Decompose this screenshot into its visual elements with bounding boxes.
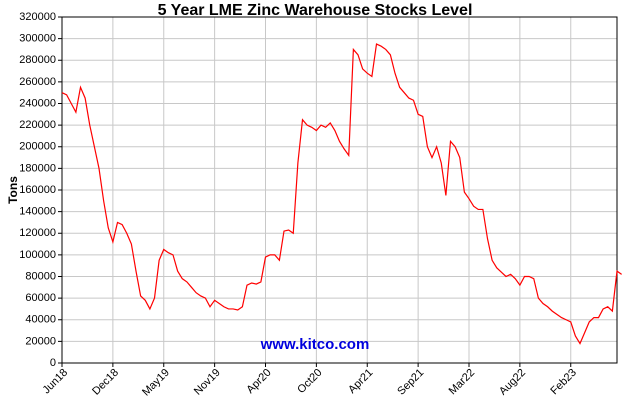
y-tick-label: 180000: [19, 162, 56, 174]
y-tick-label: 120000: [19, 227, 56, 239]
y-axis-label: Tons: [6, 176, 20, 204]
y-tick-label: 140000: [19, 206, 56, 218]
y-tick-label: 200000: [19, 141, 56, 153]
y-tick-label: 220000: [19, 119, 56, 131]
watermark: www.kitco.com: [260, 336, 370, 353]
y-tick-label: 320000: [19, 11, 56, 23]
y-tick-label: 0: [50, 357, 56, 369]
y-tick-label: 160000: [19, 184, 56, 196]
y-tick-label: 240000: [19, 97, 56, 109]
y-tick-label: 100000: [19, 249, 56, 261]
y-tick-label: 80000: [25, 270, 56, 282]
y-tick-label: 20000: [25, 335, 56, 347]
x-tick-label: Nov19: [192, 367, 223, 398]
plot-frame: [61, 16, 618, 364]
y-tick-label: 60000: [25, 292, 56, 304]
chart-title: 5 Year LME Zinc Warehouse Stocks Level: [158, 2, 473, 19]
x-tick-label: Apr21: [346, 367, 375, 396]
x-tick-label: Dec18: [90, 367, 121, 398]
x-tick-label: Feb23: [548, 367, 579, 398]
x-tick-label: Apr20: [244, 367, 273, 396]
y-tick-label: 40000: [25, 314, 56, 326]
y-tick-label: 280000: [19, 54, 56, 66]
x-tick-label: Mar22: [447, 367, 478, 398]
x-tick-label: Sep21: [395, 367, 426, 398]
y-tick-label: 300000: [19, 33, 56, 45]
data-line: [61, 43, 622, 345]
y-tick-label: 260000: [19, 76, 56, 88]
x-tick-label: Oct20: [295, 367, 324, 396]
x-tick-label: Jun18: [40, 367, 70, 397]
x-tick-label: Aug22: [497, 367, 528, 398]
x-tick-label: May19: [140, 367, 172, 399]
